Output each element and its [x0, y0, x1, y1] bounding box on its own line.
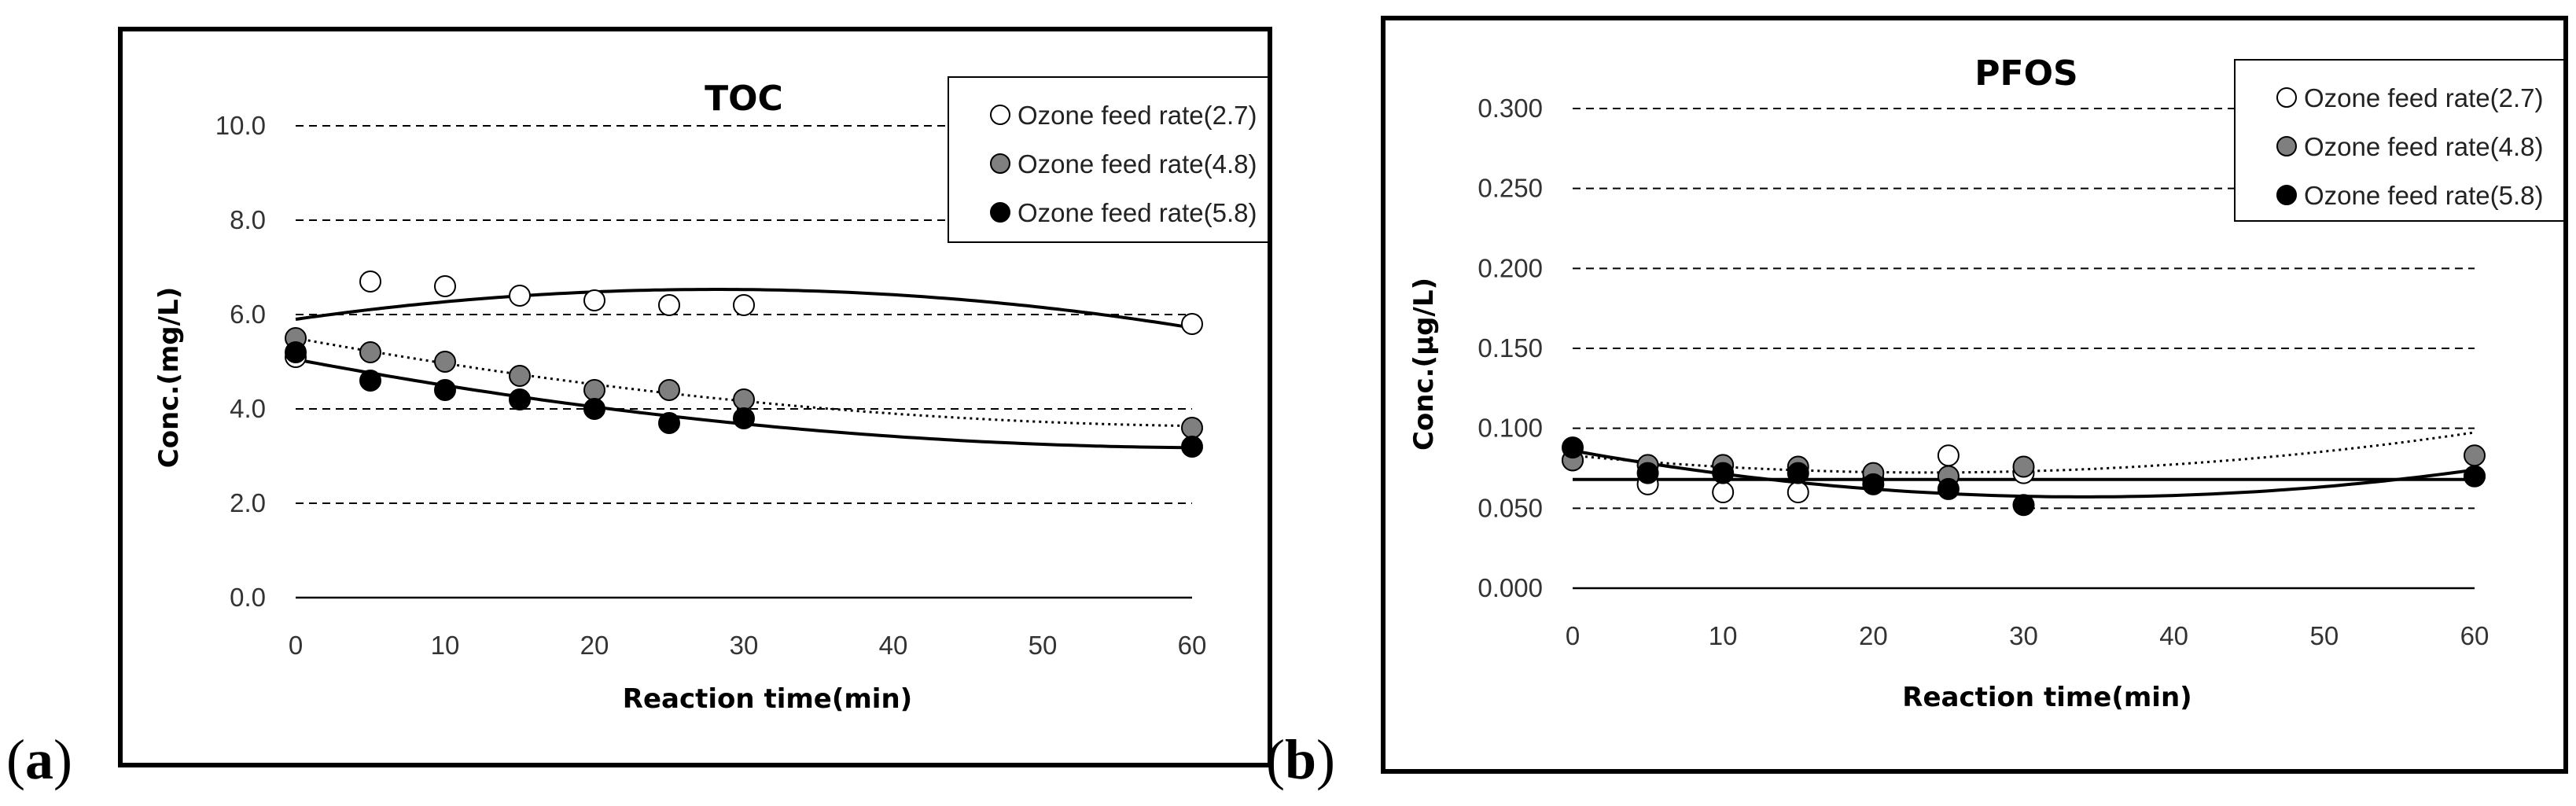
- y-tick-label: 0.000: [1478, 573, 1543, 602]
- data-point: [509, 388, 531, 410]
- data-point: [1712, 462, 1735, 484]
- y-tick-label: 4.0: [230, 394, 266, 423]
- y-axis-title: Conc.(mg/L): [153, 287, 185, 469]
- x-tick-label: 30: [730, 631, 759, 660]
- y-tick-label: 0.200: [1478, 253, 1543, 282]
- legend-marker: [990, 202, 1010, 223]
- legend-label: Ozone feed rate(4.8): [1018, 149, 1257, 178]
- data-point: [1562, 436, 1584, 459]
- data-point: [733, 407, 755, 429]
- panel-label-b: (b): [1266, 728, 1336, 791]
- legend-label: Ozone feed rate(2.7): [2304, 83, 2544, 112]
- data-point: [1787, 481, 1809, 503]
- trend-line: [295, 288, 1193, 329]
- data-point: [359, 370, 381, 392]
- y-tick-label: 0.050: [1478, 493, 1543, 522]
- y-tick-label: 0.0: [230, 583, 266, 612]
- legend-label: Ozone feed rate(4.8): [2304, 132, 2544, 161]
- data-point: [1712, 481, 1735, 503]
- x-tick-label: 30: [2009, 621, 2038, 650]
- data-point: [1181, 417, 1203, 439]
- chart-title: TOC: [705, 79, 783, 119]
- data-point: [1787, 462, 1809, 484]
- y-tick-label: 2.0: [230, 488, 266, 517]
- data-point: [2464, 444, 2486, 467]
- x-tick-label: 0: [289, 631, 303, 660]
- data-point: [1862, 473, 1885, 495]
- x-tick-label: 60: [1178, 631, 1207, 660]
- data-point: [434, 351, 456, 373]
- panel-label-b-text: b: [1284, 728, 1317, 791]
- data-point: [583, 289, 605, 311]
- data-point: [2012, 455, 2035, 478]
- panel-label-a: (a): [6, 728, 72, 791]
- data-point: [658, 412, 680, 434]
- data-point: [509, 365, 531, 387]
- chart-title: PFOS: [1974, 53, 2077, 94]
- y-axis-title: Conc.(μg/L): [1408, 278, 1440, 451]
- data-point: [434, 275, 456, 297]
- x-tick-label: 40: [2159, 621, 2188, 650]
- data-point: [1636, 462, 1659, 484]
- y-tick-label: 6.0: [230, 300, 266, 329]
- x-tick-label: 40: [879, 631, 908, 660]
- data-point: [1181, 313, 1203, 335]
- data-point: [509, 285, 531, 307]
- x-tick-label: 20: [580, 631, 609, 660]
- legend-marker: [2276, 136, 2297, 156]
- x-tick-label: 10: [1709, 621, 1738, 650]
- x-tick-label: 50: [1029, 631, 1058, 660]
- data-point: [1937, 477, 1960, 500]
- data-point: [583, 398, 605, 420]
- x-tick-label: 60: [2460, 621, 2490, 650]
- x-axis-title: Reaction time(min): [623, 683, 912, 715]
- legend-label: Ozone feed rate(5.8): [2304, 181, 2544, 210]
- chart-pfos: PFOS 0.000 0.050 0.100 0.150 0.200 0.250 0.300 0…: [1408, 53, 2563, 713]
- chart-frame-pfos: PFOS 0.000 0.050 0.100 0.150 0.200 0.250 0.300 0…: [1381, 16, 2568, 774]
- chart-toc: TOC 0.0 2.0 4.0 6.0 8.0 10.0 0 10 20 30 40 50 60 React…: [153, 76, 1268, 715]
- legend-marker: [990, 153, 1010, 174]
- x-tick-label: 10: [431, 631, 460, 660]
- x-axis-title: Reaction time(min): [1902, 682, 2191, 713]
- data-point: [2012, 494, 2035, 517]
- x-tick-label: 50: [2309, 621, 2339, 650]
- legend-label: Ozone feed rate(2.7): [1018, 101, 1257, 130]
- legend-label: Ozone feed rate(5.8): [1018, 198, 1257, 227]
- data-point: [733, 294, 755, 316]
- legend-marker: [2276, 185, 2297, 205]
- y-tick-label: 0.250: [1478, 174, 1543, 203]
- data-point: [434, 379, 456, 401]
- data-point: [1181, 436, 1203, 458]
- panel-label-a-text: a: [24, 728, 53, 791]
- data-point: [359, 341, 381, 363]
- data-point: [658, 294, 680, 316]
- legend-marker: [990, 105, 1010, 125]
- data-point: [2464, 465, 2486, 488]
- y-tick-label: 0.150: [1478, 333, 1543, 363]
- x-tick-label: 20: [1859, 621, 1888, 650]
- y-tick-label: 0.100: [1478, 414, 1543, 443]
- data-point: [285, 341, 307, 363]
- data-point: [733, 388, 755, 410]
- data-point: [583, 379, 605, 401]
- data-point: [359, 271, 381, 293]
- chart-frame-toc: TOC 0.0 2.0 4.0 6.0 8.0 10.0 0 10 20 30 40 50 60 React…: [118, 27, 1272, 767]
- data-point: [1937, 444, 1960, 467]
- data-point: [658, 379, 680, 401]
- y-tick-label: 0.300: [1478, 94, 1543, 123]
- x-tick-label: 0: [1566, 621, 1580, 650]
- y-tick-label: 10.0: [215, 111, 266, 140]
- y-tick-label: 8.0: [230, 205, 266, 234]
- legend-marker: [2276, 87, 2297, 108]
